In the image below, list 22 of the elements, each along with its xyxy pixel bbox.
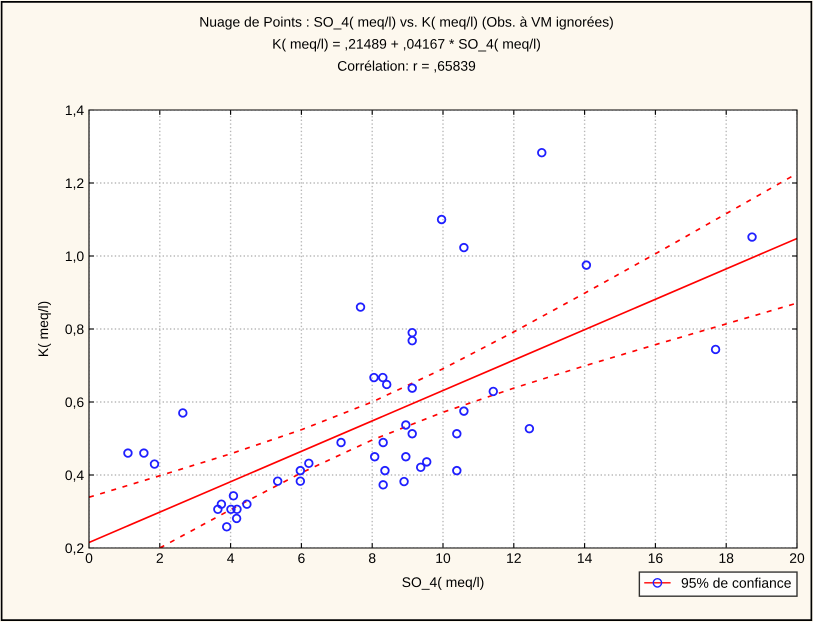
x-axis-title: SO_4( meq/l)	[402, 576, 484, 590]
y-tick-label: 0,4	[65, 470, 84, 482]
x-tick-label: 20	[790, 553, 804, 564]
x-tick-label: 14	[578, 553, 592, 563]
y-tick-label: 0,6	[65, 397, 84, 409]
x-tick-label: 8	[368, 553, 376, 564]
y-tick-label: 0,2	[65, 543, 84, 555]
x-tick-label: 10	[436, 553, 450, 564]
x-tick-label: 18	[720, 553, 734, 564]
y-tick-label: 0,8	[65, 324, 84, 336]
legend-label: 95% de confiance	[682, 578, 791, 588]
x-tick-label: 0	[86, 553, 92, 564]
x-tick-label: 4	[227, 553, 234, 563]
x-tick-label: 16	[648, 553, 663, 564]
y-axis-title: K( meq/l)	[38, 302, 51, 356]
y-tick-label: 1,0	[66, 251, 84, 263]
x-tick-label: 12	[507, 553, 521, 563]
y-tick-label: 1,4	[66, 105, 84, 117]
x-tick-label: 2	[156, 553, 163, 563]
y-tick-label: 1,2	[66, 178, 84, 190]
x-tick-label: 6	[298, 553, 305, 564]
chart-title: Nuage de Points : SO_4( meq/l) vs. K( meq/l) (Obs. à VM ignorées) K( meq/l) = ,21489 + ,04167 * SO_4( meq/l) Corrélation: r = ,65839	[200, 16, 613, 72]
